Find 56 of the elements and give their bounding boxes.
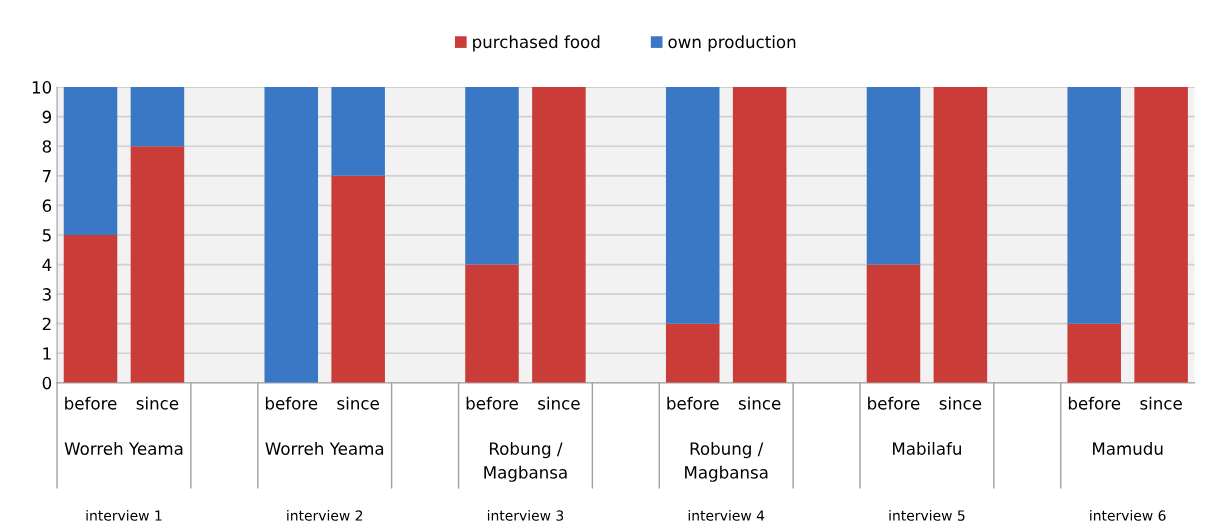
legend-label: purchased food — [473, 35, 600, 52]
bar — [331, 175, 385, 383]
bar — [933, 87, 988, 383]
bar — [665, 87, 720, 324]
bar — [331, 87, 385, 176]
y-tick-label: 10 — [32, 81, 52, 94]
y-tick-label: 2 — [42, 317, 51, 331]
y-tick-label: 1 — [43, 347, 51, 360]
text: Mamudu — [1093, 442, 1163, 455]
text: Robung / Magbansa — [484, 442, 567, 482]
y-tick-label: 9 — [42, 110, 52, 124]
x-tick-label: since — [738, 396, 781, 410]
text: Worreh Yeama — [64, 442, 183, 455]
legend-label: own production — [668, 35, 796, 52]
bar — [264, 87, 319, 383]
bar — [1134, 87, 1188, 383]
text: Robung / Magbansa — [685, 442, 768, 482]
x-tick-label: before — [667, 396, 719, 410]
x-tick-label: since — [939, 396, 982, 410]
x-tick-label: before — [868, 396, 920, 410]
bar — [1067, 323, 1121, 383]
bar — [130, 87, 185, 147]
x-tick-label: before — [65, 396, 117, 410]
bar — [866, 87, 921, 265]
x-tick-label: since — [136, 396, 179, 410]
text: Mabilafu — [893, 442, 961, 455]
bar — [63, 87, 118, 235]
text: Worreh Yeama — [265, 442, 384, 455]
x-tick-label: before — [1068, 396, 1121, 410]
x-tick-label: since — [538, 396, 580, 410]
bar — [130, 146, 185, 383]
y-tick-label: 4 — [42, 258, 52, 271]
x-tick-label: before — [466, 396, 518, 410]
bar — [532, 87, 586, 383]
bar — [1067, 87, 1121, 324]
text: interview 2 — [287, 510, 363, 521]
text: interview 5 — [889, 510, 965, 521]
x-tick-label: since — [1140, 396, 1182, 410]
bar — [465, 87, 519, 265]
y-tick-label: 0 — [42, 376, 52, 390]
x-tick-label: before — [265, 396, 318, 410]
text: interview 1 — [86, 510, 162, 521]
x-tick-label: since — [337, 396, 379, 410]
bar — [665, 323, 720, 383]
bar — [732, 87, 787, 383]
text: interview 6 — [1090, 510, 1166, 521]
text: interview 3 — [487, 510, 564, 521]
y-tick-label: 8 — [42, 140, 52, 153]
y-tick-label: 6 — [42, 199, 52, 212]
bar — [866, 264, 921, 383]
bar — [63, 234, 118, 383]
y-tick-label: 3 — [42, 288, 51, 301]
y-tick-label: 5 — [42, 229, 51, 242]
y-tick-label: 7 — [42, 170, 51, 183]
bar — [465, 264, 519, 383]
text: interview 4 — [688, 510, 765, 521]
